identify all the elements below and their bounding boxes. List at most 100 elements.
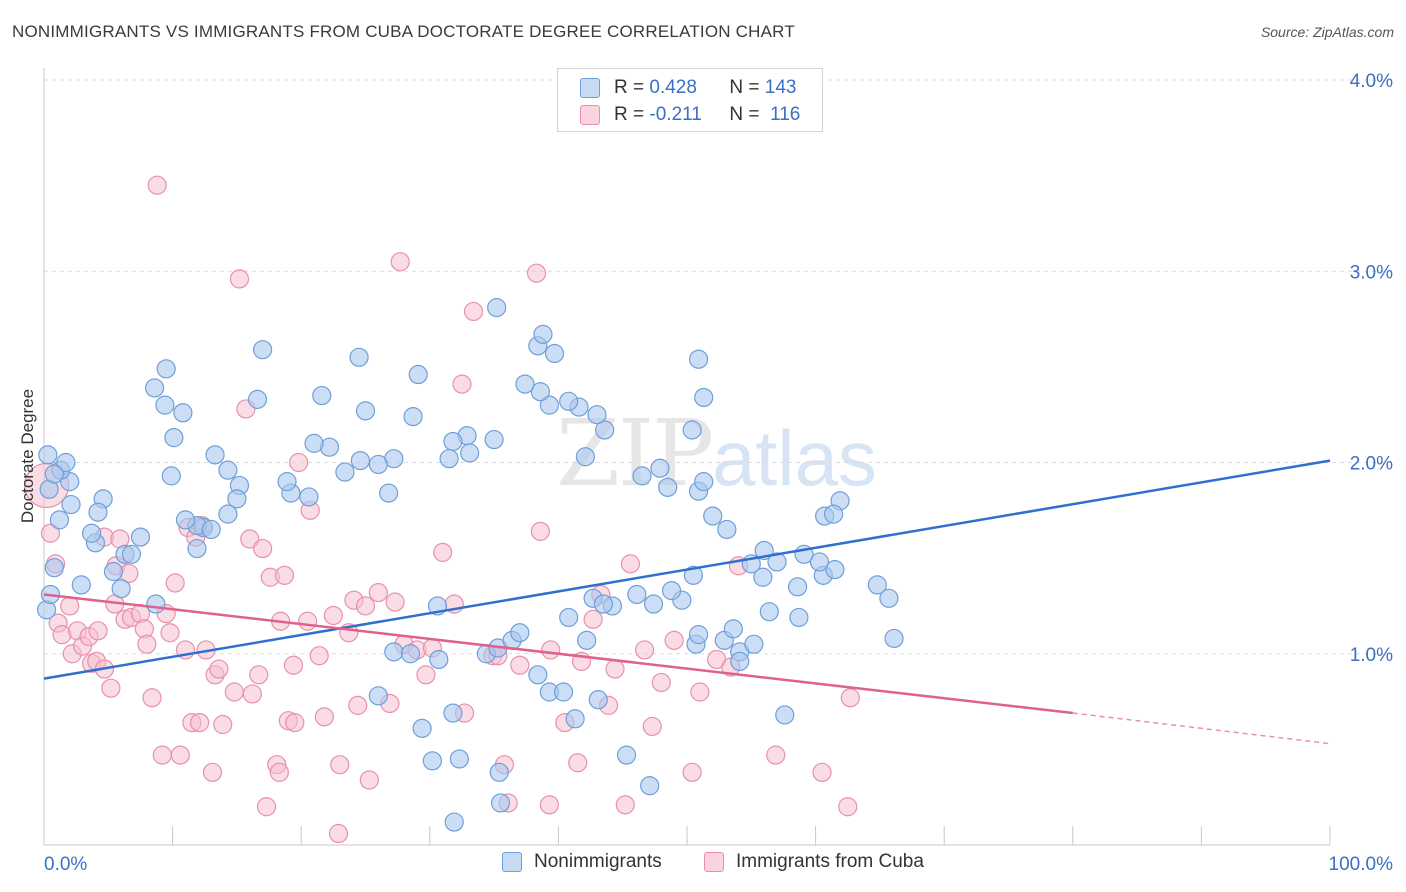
point-nonimmigrants [867,575,887,595]
point-immigrants-cuba [541,640,561,660]
bottom-legend-immigrants-cuba: Immigrants from Cuba [704,851,924,873]
point-nonimmigrants [443,703,463,723]
y-tick-label: 1.0% [1350,645,1393,666]
point-immigrants-cuba [269,762,289,782]
point-nonimmigrants [588,690,608,710]
point-nonimmigrants [595,420,615,440]
point-immigrants-cuba [642,716,662,737]
point-immigrants-cuba [274,565,295,585]
trendline-nonimmigrants [43,459,1331,680]
point-nonimmigrants [350,450,370,471]
point-nonimmigrants [565,709,585,729]
point-nonimmigrants [484,429,504,450]
point-nonimmigrants [155,395,175,415]
point-nonimmigrants [787,577,808,597]
point-nonimmigrants [161,466,181,486]
point-nonimmigrants [422,751,442,771]
point-nonimmigrants [767,552,787,572]
point-immigrants-cuba [190,712,210,733]
point-nonimmigrants [809,552,830,572]
legend-swatch-blue [580,78,600,98]
y-axis-label: Doctorate Degree [18,388,37,524]
point-nonimmigrants [44,464,64,484]
point-immigrants-cuba [142,688,162,708]
point-immigrants-cuba [615,795,635,815]
point-immigrants-cuba [242,684,262,704]
point-nonimmigrants [144,378,165,398]
point-nonimmigrants [703,506,723,526]
point-immigrants-cuba [539,795,559,815]
point-immigrants-cuba [766,745,786,765]
point-nonimmigrants [658,477,678,497]
point-immigrants-cuba [651,672,671,693]
legend-n-label: N = [729,77,760,98]
point-nonimmigrants [218,460,238,480]
point-immigrants-cuba [838,797,858,817]
point-nonimmigrants [439,449,459,469]
point-immigrants-cuba [229,269,250,289]
point-nonimmigrants [444,812,464,832]
point-nonimmigrants [789,607,809,628]
chart-title: NONIMMIGRANTS VS IMMIGRANTS FROM CUBA DO… [12,22,795,41]
correlation-legend: R = 0.428 N = 143 R = -0.211 N = 116 [557,68,823,132]
point-immigrants-cuba [152,745,172,765]
point-immigrants-cuba [137,634,157,654]
point-immigrants-cuba [285,712,305,733]
legend-n-label: N = [729,104,760,125]
point-nonimmigrants [205,445,225,465]
point-nonimmigrants [400,644,421,664]
point-nonimmigrants [247,389,268,409]
y-tick-label: 2.0% [1350,454,1393,475]
point-nonimmigrants [88,502,108,522]
point-immigrants-cuba [355,596,376,616]
point-nonimmigrants [412,718,432,738]
point-nonimmigrants [111,579,131,599]
y-tick-label: 4.0% [1350,71,1393,92]
point-nonimmigrants [460,443,480,463]
source-label: Source: ZipAtlas.com [1260,24,1394,40]
point-immigrants-cuba [620,554,641,574]
point-nonimmigrants [627,584,647,605]
point-nonimmigrants [593,594,614,614]
legend-row-nonimmigrants: R = 0.428 N = 143 [580,77,796,99]
point-nonimmigrants [103,561,124,582]
point-immigrants-cuba [160,623,180,643]
point-immigrants-cuba [88,621,108,641]
point-immigrants-cuba [682,762,702,782]
point-immigrants-cuba [452,374,472,394]
point-immigrants-cuba [330,755,350,775]
point-nonimmigrants [884,628,904,649]
point-immigrants-cuba [664,630,684,650]
legend-r-label: R = [614,77,645,98]
point-nonimmigrants [753,567,773,587]
point-nonimmigrants [368,454,388,475]
point-nonimmigrants [38,445,58,465]
legend-row-immigrants-cuba: R = -0.211 N = 116 [580,104,800,126]
point-immigrants-cuba [690,682,710,702]
point-immigrants-cuba [416,665,436,685]
point-immigrants-cuba [170,745,190,765]
point-nonimmigrants [730,651,750,672]
point-nonimmigrants [528,665,548,685]
point-nonimmigrants [683,565,704,585]
point-nonimmigrants [71,575,91,595]
point-nonimmigrants [688,349,709,369]
point-immigrants-cuba [433,542,453,562]
point-nonimmigrants [553,682,574,702]
point-immigrants-cuba [147,175,167,195]
point-nonimmigrants [156,359,176,379]
point-immigrants-cuba [60,596,80,616]
bottom-legend-label: Nonimmigrants [534,851,662,872]
point-nonimmigrants [723,619,743,639]
point-immigrants-cuba [510,655,530,675]
point-nonimmigrants [201,519,221,540]
point-nonimmigrants [408,364,428,385]
watermark-atlas: atlas [712,414,877,502]
point-nonimmigrants [299,487,319,507]
point-immigrants-cuba [249,665,269,685]
point-nonimmigrants [449,749,469,769]
point-nonimmigrants [825,559,845,580]
point-nonimmigrants [640,776,660,796]
point-nonimmigrants [335,462,355,482]
